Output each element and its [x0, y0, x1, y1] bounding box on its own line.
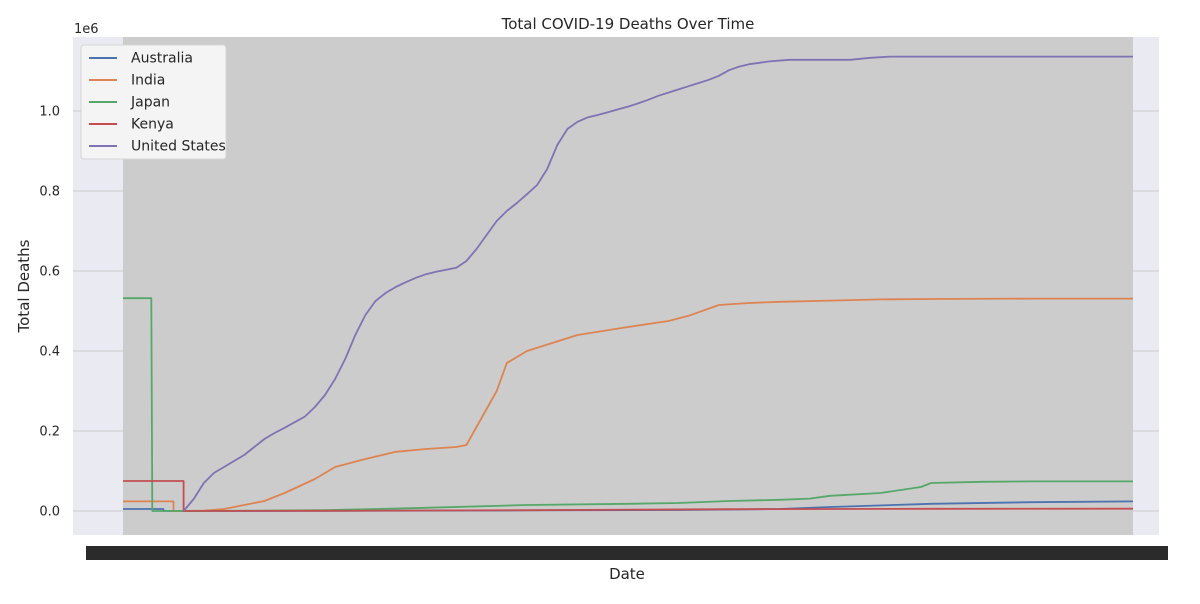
legend-label: United States: [131, 139, 226, 155]
x-tick-labels-overlap: [86, 546, 1168, 560]
legend-label: Australia: [131, 51, 193, 67]
y-axis-label: Total Deaths: [15, 239, 33, 333]
y-tick-label: 1.0: [39, 105, 60, 120]
y-tick-label: 0.2: [39, 425, 60, 440]
y-tick-label: 0.6: [39, 265, 60, 280]
series-line-india: [123, 297, 1133, 512]
y-tick-label: 0.0: [39, 505, 60, 520]
legend-label: Japan: [130, 95, 170, 111]
chart-title: Total COVID-19 Deaths Over Time: [501, 15, 755, 33]
x-axis-label: Date: [609, 565, 645, 583]
legend-label: India: [131, 73, 165, 89]
legend: Australia India Japan Kenya United States: [80, 44, 227, 160]
series-lines: [123, 55, 1134, 512]
y-tick-label: 0.8: [39, 185, 60, 200]
legend-box: [80, 44, 227, 160]
y-scale-label: 1e6: [74, 22, 99, 37]
series-line-united-states: [182, 55, 1133, 512]
y-tick-label: 0.4: [39, 345, 60, 360]
series-line-kenya: [123, 480, 1134, 512]
x-tick-label-band: [123, 37, 1133, 535]
legend-label: Kenya: [131, 117, 174, 133]
